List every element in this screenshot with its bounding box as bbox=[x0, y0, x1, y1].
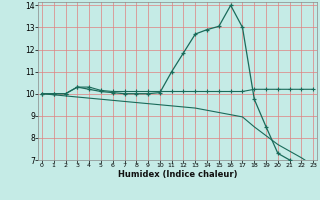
X-axis label: Humidex (Indice chaleur): Humidex (Indice chaleur) bbox=[118, 170, 237, 179]
